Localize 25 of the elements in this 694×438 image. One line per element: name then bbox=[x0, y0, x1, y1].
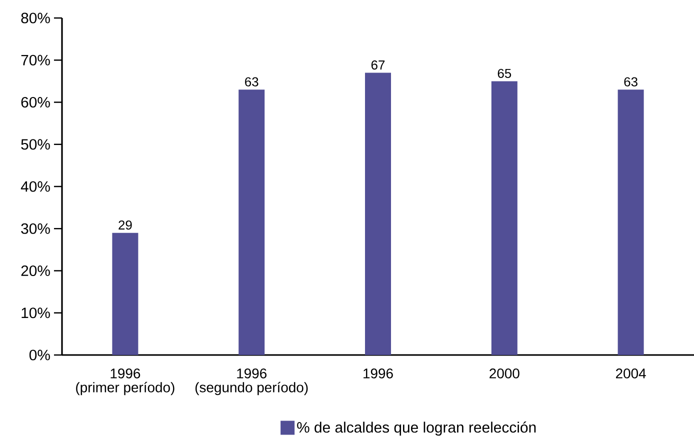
bar bbox=[365, 72, 392, 355]
y-tick-label: 50% bbox=[21, 139, 50, 150]
data-label: 29 bbox=[118, 220, 132, 230]
data-label: 65 bbox=[498, 68, 512, 78]
x-tick-label: 2000 bbox=[490, 368, 520, 378]
bar bbox=[491, 81, 518, 355]
y-tick-label: 30% bbox=[21, 223, 50, 234]
bar bbox=[112, 232, 138, 355]
y-tick-label: 70% bbox=[21, 54, 50, 66]
y-tick-label: 60% bbox=[21, 96, 50, 108]
x-tick-label: 1996 (primer período) bbox=[76, 368, 174, 396]
x-tick-label: 1996 (segundo período) bbox=[195, 368, 308, 396]
bar bbox=[238, 90, 265, 355]
y-tick-label: 20% bbox=[21, 265, 50, 276]
x-tick-label: 2004 bbox=[616, 368, 646, 378]
y-tick-label: 0% bbox=[29, 350, 50, 360]
bar bbox=[618, 90, 644, 355]
data-label: 63 bbox=[624, 77, 638, 86]
data-label: 67 bbox=[371, 60, 385, 70]
y-tick-label: 40% bbox=[20, 181, 50, 192]
legend-label: % de alcaldes que logran reelección bbox=[297, 422, 536, 436]
data-label: 63 bbox=[245, 77, 258, 86]
y-tick-label: 10% bbox=[22, 308, 50, 318]
x-tick-label: 1996 bbox=[364, 368, 393, 378]
y-tick-label: 80% bbox=[21, 12, 50, 24]
